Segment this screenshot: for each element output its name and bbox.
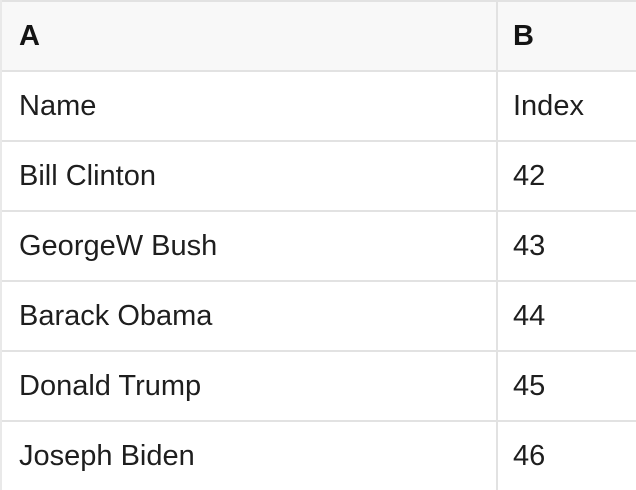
table-row: Joseph Biden 46 [2,420,636,490]
cell-text: Name [19,89,97,122]
cell-text: Index [513,89,584,122]
cell-text: Joseph Biden [19,439,195,472]
table-row: GeorgeW Bush 43 [2,210,636,280]
table-cell[interactable]: Name [2,72,496,140]
table-cell[interactable]: 43 [496,212,636,280]
table-cell[interactable]: 42 [496,142,636,210]
table-cell[interactable]: 45 [496,352,636,420]
table-cell[interactable]: Donald Trump [2,352,496,420]
column-header-b-label: B [513,19,534,52]
table-cell[interactable]: GeorgeW Bush [2,212,496,280]
cell-text: Bill Clinton [19,159,156,192]
cell-text: Barack Obama [19,299,213,332]
column-header-a-label: A [19,19,40,52]
table-cell[interactable]: Barack Obama [2,282,496,350]
table-cell[interactable]: 46 [496,422,636,490]
cell-text: 43 [513,229,546,262]
table-row: Bill Clinton 42 [2,140,636,210]
table-cell[interactable]: Index [496,72,636,140]
table-row: Barack Obama 44 [2,280,636,350]
cell-text: 42 [513,159,546,192]
table-cell[interactable]: Joseph Biden [2,422,496,490]
table-cell[interactable]: 44 [496,282,636,350]
table-row: Donald Trump 45 [2,350,636,420]
cell-text: 44 [513,299,546,332]
column-header-b[interactable]: B [496,2,636,70]
table-cell[interactable]: Bill Clinton [2,142,496,210]
cell-text: Donald Trump [19,369,202,402]
column-header-row: A B [2,0,636,70]
cell-text: GeorgeW Bush [19,229,218,262]
cell-text: 45 [513,369,546,402]
column-header-a[interactable]: A [2,2,496,70]
table-row: Name Index [2,70,636,140]
cell-text: 46 [513,439,546,472]
